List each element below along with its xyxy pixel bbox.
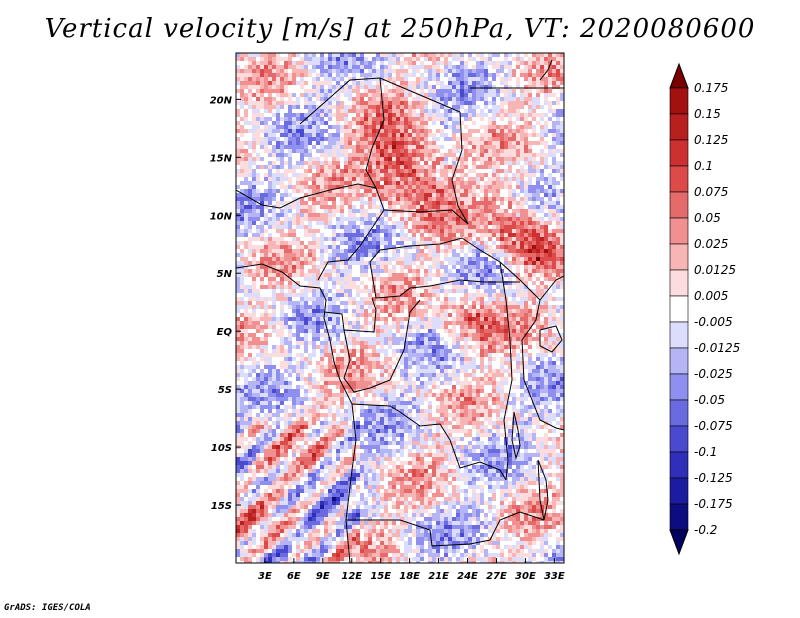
grads-credit: GrADS: IGES/COLA	[4, 603, 91, 613]
colorbar-label: 0.005	[694, 289, 728, 303]
lake-outline	[539, 325, 563, 353]
lon-tick-label: 21E	[428, 571, 449, 582]
map-frame	[235, 52, 565, 564]
velocity-field	[236, 53, 564, 563]
lat-tick-label: 5N	[217, 269, 233, 280]
lon-tick-label: 15E	[370, 571, 391, 582]
border-line	[323, 297, 377, 333]
lat-tick-label: 10S	[211, 443, 232, 454]
lon-tick-label: 18E	[399, 571, 420, 582]
border-line	[236, 183, 377, 209]
border-line	[521, 299, 564, 431]
colorbar-label: -0.1	[694, 445, 717, 459]
colorbar-swatch	[669, 451, 689, 479]
border-line	[369, 237, 564, 301]
lat-tick-label: 10N	[210, 211, 233, 222]
lon-tick-label: 24E	[457, 571, 478, 582]
border-line	[317, 187, 385, 281]
colorbar-labels: 0.175 0.15 0.125 0.1 0.075 0.05 0.025 0.0125 0.0…	[694, 81, 740, 537]
border-line	[369, 261, 520, 299]
colorbar-label: -0.175	[694, 497, 733, 511]
colorbar-swatch	[669, 373, 689, 401]
colorbar-label: 0.1	[694, 159, 713, 173]
colorbar-label: 0.125	[694, 133, 728, 147]
colorbar-swatch	[669, 321, 689, 349]
colorbar-swatch	[669, 113, 689, 141]
colorbar-label: 0.075	[694, 185, 728, 199]
colorbar-swatch	[669, 425, 689, 453]
map-title: Vertical velocity [m/s] at 250hPa, VT: 2…	[44, 14, 756, 44]
colorbar-boxes	[669, 62, 689, 556]
colorbar-label: 0.15	[694, 107, 721, 121]
colorbar-label: -0.075	[694, 419, 733, 433]
lat-tick-label: EQ	[217, 327, 233, 338]
colorbar-swatch	[669, 139, 689, 167]
border-line	[499, 261, 513, 481]
country-borders	[236, 59, 564, 563]
lon-tick-label: 9E	[316, 571, 330, 582]
lat-tick-label: 15S	[211, 501, 232, 512]
lon-tick-label: 3E	[258, 571, 272, 582]
lon-axis: 3E 6E 9E 12E 15E 18E 21E 24E 27E 30E 33E	[258, 558, 565, 582]
colorbar-swatch	[669, 295, 689, 323]
lon-tick-label: 27E	[486, 571, 507, 582]
colorbar-label: -0.05	[694, 393, 725, 407]
border-line	[451, 111, 469, 225]
lon-tick-label: 30E	[515, 571, 536, 582]
border-line	[346, 511, 545, 547]
border-line	[365, 77, 385, 189]
colorbar-label: -0.005	[694, 315, 733, 329]
coastline	[236, 263, 357, 563]
lon-tick-label: 6E	[287, 571, 301, 582]
lon-tick-label: 33E	[544, 571, 565, 582]
colorbar-label: 0.05	[694, 211, 721, 225]
colorbar-swatch	[669, 217, 689, 245]
colorbar-min-arrow	[669, 529, 689, 556]
colorbar-swatch	[669, 191, 689, 219]
colorbar-label: -0.0125	[694, 341, 740, 355]
colorbar-swatch	[669, 165, 689, 193]
colorbar-swatch	[669, 399, 689, 427]
lon-tick-label: 12E	[341, 571, 362, 582]
lat-tick-label: 15N	[210, 153, 233, 164]
colorbar-max-arrow	[669, 62, 689, 89]
colorbar-swatch	[669, 243, 689, 271]
colorbar-swatch	[669, 269, 689, 297]
border-line	[539, 59, 553, 81]
colorbar-label: -0.125	[694, 471, 733, 485]
colorbar-label: 0.025	[694, 237, 728, 251]
border-line	[383, 209, 469, 225]
colorbar-label: 0.175	[694, 81, 728, 95]
colorbar-label: -0.025	[694, 367, 733, 381]
colorbar-swatch	[669, 477, 689, 505]
border-line	[299, 77, 461, 125]
lat-tick-label: 20N	[210, 95, 233, 106]
lat-axis: 20N 15N 10N 5N EQ 5S 10S 15S	[210, 95, 241, 512]
colorbar-swatch	[669, 87, 689, 115]
lake-outline	[511, 411, 521, 460]
border-line	[351, 403, 507, 481]
border-line	[343, 299, 421, 393]
lake-outline	[537, 459, 549, 521]
colorbar-swatch	[669, 503, 689, 531]
colorbar-label: 0.0125	[694, 263, 736, 277]
colorbar-label: -0.2	[694, 523, 717, 537]
colorbar-swatch	[669, 347, 689, 375]
lat-tick-label: 5S	[218, 385, 232, 396]
